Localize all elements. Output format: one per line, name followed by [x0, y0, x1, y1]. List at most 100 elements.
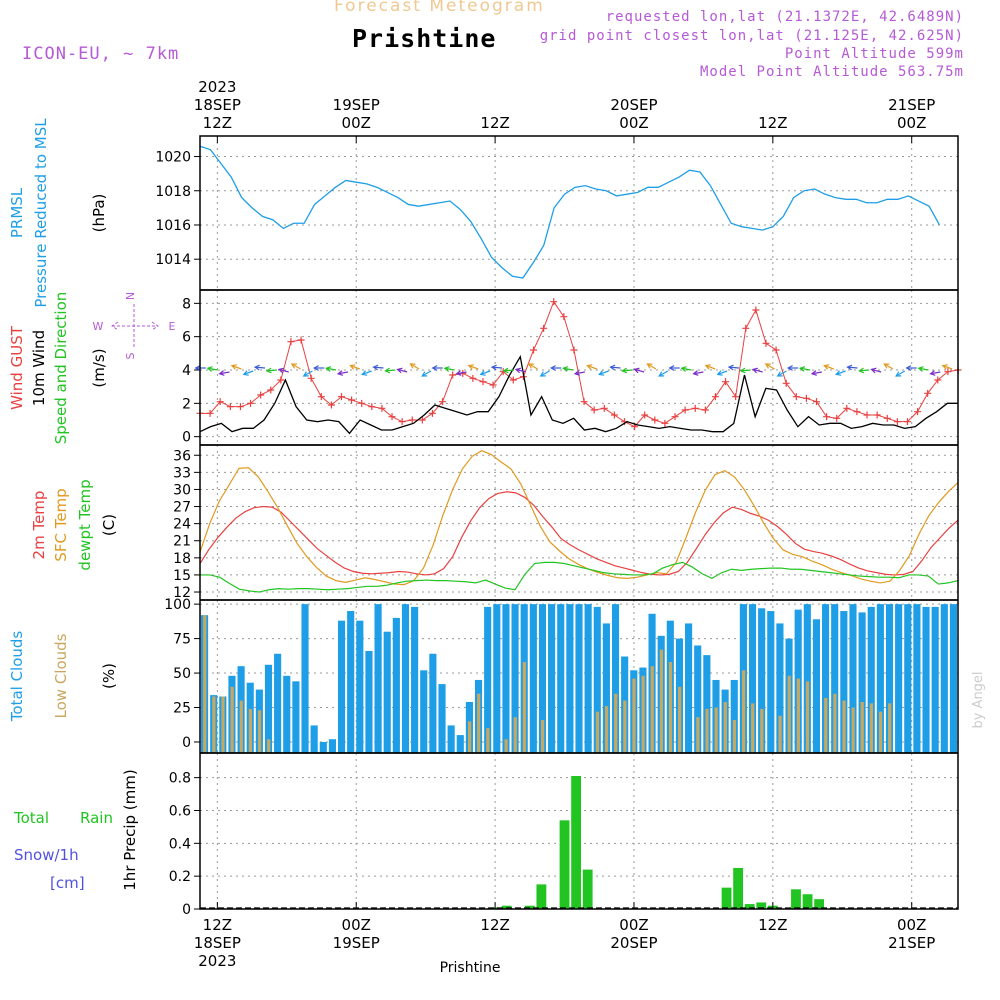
- bar-total-clouds: [922, 606, 930, 753]
- wind-arrow-head-icon: [253, 364, 260, 371]
- compass-west-label: W: [93, 320, 104, 333]
- ytick-label: 0: [182, 902, 191, 918]
- gust-point-marker: [944, 368, 952, 376]
- bar-low-clouds: [778, 715, 782, 753]
- wind-direction-arrow: [373, 366, 384, 369]
- wind-direction-arrow: [231, 365, 242, 370]
- gust-point-marker: [206, 409, 214, 417]
- wind-arrow-head-icon: [941, 364, 948, 370]
- bar-low-clouds: [833, 693, 837, 753]
- gust-point-marker: [823, 413, 831, 421]
- gust-point-marker: [863, 411, 871, 419]
- wind-arrow-head-icon: [586, 364, 593, 370]
- gust-point-marker: [348, 396, 356, 404]
- bar-low-clouds: [668, 662, 673, 753]
- gust-point-marker: [257, 391, 265, 399]
- gust-point-marker: [570, 346, 578, 354]
- gust-point-marker: [327, 401, 335, 409]
- wind-direction-arrow: [207, 367, 218, 371]
- bar-low-clouds: [805, 681, 810, 753]
- bar-total-clouds: [867, 606, 875, 753]
- wind-arrow-head-icon: [502, 367, 509, 374]
- wind-direction-arrow: [693, 371, 704, 375]
- wind-direction-arrow: [895, 370, 906, 377]
- model-label: ICON-EU, ~ 7km: [22, 44, 180, 64]
- bar-total-clouds: [292, 681, 300, 753]
- wind-arrow-head-icon: [527, 363, 534, 369]
- wind-direction-arrow: [587, 365, 597, 370]
- bar-low-clouds: [486, 728, 490, 753]
- gust-point-marker: [277, 376, 285, 384]
- wind-direction-arrow: [540, 370, 550, 377]
- bar-total-clouds: [602, 623, 610, 753]
- bar-low-clouds: [604, 706, 609, 753]
- bar-total-clouds: [611, 604, 620, 753]
- bar-total-clouds: [575, 604, 583, 753]
- clouds-unit-label: (%): [100, 663, 118, 689]
- wind-direction-arrow: [410, 363, 420, 370]
- bar-total-clouds: [822, 604, 830, 753]
- bar-low-clouds: [267, 739, 271, 753]
- wind-arrow-head-icon: [409, 363, 416, 369]
- wind-direction-arrow: [622, 369, 633, 372]
- wind-arrow-head-icon: [431, 365, 438, 371]
- wind-direction-arrow: [468, 365, 479, 370]
- bar-total-clouds: [447, 725, 455, 753]
- gust-point-marker: [893, 418, 901, 426]
- bar-total-clouds: [456, 735, 464, 753]
- bar-total-clouds: [849, 604, 857, 753]
- bar-low-clouds: [888, 703, 892, 753]
- wind-arrow-head-icon: [313, 365, 319, 371]
- xtick-day-label-top: 19SEP: [333, 96, 380, 114]
- bar-total-clouds: [812, 619, 821, 753]
- wind-arrow-head-icon: [421, 371, 428, 377]
- bar-low-clouds: [824, 697, 828, 753]
- gust-point-marker: [408, 416, 416, 424]
- ytick-label: 0.4: [169, 836, 191, 852]
- gust-point-marker: [509, 376, 517, 384]
- xtick-day-label-bottom: 19SEP: [333, 934, 380, 952]
- gust-point-marker: [479, 378, 487, 386]
- ytick-label: 0: [182, 430, 191, 446]
- series-line-2m-temp: [199, 491, 959, 576]
- xtick-hour-label-bottom: 12Z: [480, 916, 509, 934]
- bar-low-clouds: [796, 678, 800, 753]
- compass-east-label: E: [169, 320, 176, 333]
- bar-total-clouds: [730, 679, 738, 753]
- gust-point-marker: [580, 398, 588, 406]
- bar-low-clouds: [714, 707, 718, 753]
- gust-point-marker: [711, 393, 719, 401]
- wind-direction-arrow: [456, 371, 467, 375]
- wind-arrow-head-icon: [384, 367, 391, 374]
- bar-low-clouds: [230, 686, 234, 753]
- ytick-label: 1016: [155, 218, 191, 234]
- pressure-label-prmsl: PRMSL: [8, 187, 26, 238]
- wind-arrow-head-icon: [467, 364, 474, 370]
- wind-direction-arrow: [444, 367, 455, 371]
- wind-direction-arrow: [515, 368, 526, 373]
- bar-low-clouds: [741, 670, 746, 753]
- wind-direction-arrow: [385, 369, 396, 372]
- bar-total-clouds: [885, 604, 894, 753]
- bar-total-clouds: [840, 611, 848, 753]
- bar-low-clouds: [787, 675, 791, 753]
- wind-arrow-head-icon: [846, 364, 853, 371]
- bar-total-clouds: [913, 604, 921, 753]
- bar-total-clouds: [748, 604, 757, 753]
- xtick-hour-label-top: 00Z: [342, 114, 371, 132]
- bar-total-clouds: [758, 608, 766, 753]
- gust-point-marker: [883, 414, 891, 422]
- ytick-label: 15: [173, 568, 191, 584]
- wind-direction-arrow: [491, 366, 503, 369]
- gust-point-marker: [914, 408, 922, 416]
- bar-low-clouds: [869, 703, 874, 753]
- ytick-label: 33: [173, 465, 191, 481]
- bar-total-clouds: [319, 741, 327, 753]
- wind-direction-arrow: [599, 370, 609, 375]
- bar-low-clouds: [732, 719, 737, 753]
- bar-total-clouds: [264, 664, 273, 753]
- gust-point-marker: [924, 389, 932, 397]
- wind-arrow-head-icon: [633, 367, 640, 374]
- wind-direction-arrow: [800, 367, 811, 371]
- bar-total-clouds: [876, 604, 884, 753]
